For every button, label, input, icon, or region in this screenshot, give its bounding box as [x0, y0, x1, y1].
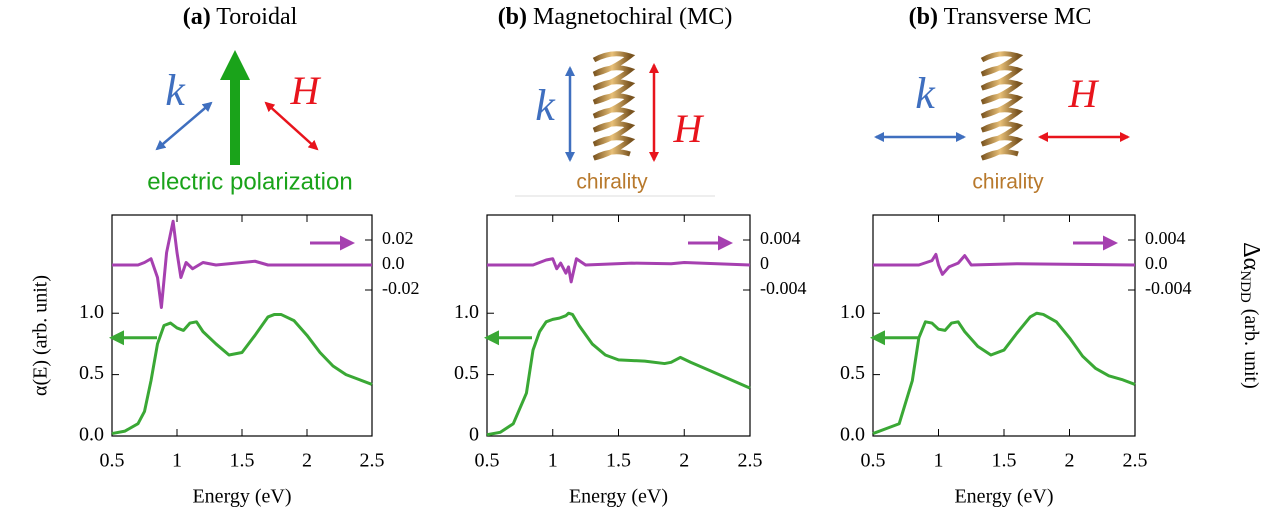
x-tick-label: 0.5: [861, 450, 886, 472]
caption: electric polarization: [147, 168, 352, 195]
y2-tick-label: 0.004: [1145, 228, 1186, 248]
x-tick-label: 1.5: [606, 450, 631, 472]
data-line: [487, 259, 750, 282]
x-tick-label: 2.5: [360, 450, 385, 472]
x-axis-label: Energy (eV): [954, 486, 1053, 508]
y2-tick-label: 0.02: [382, 228, 414, 248]
y-tick-label: 0: [469, 424, 479, 446]
y2-tick-label: -0.004: [760, 278, 807, 298]
caption: chirality: [576, 171, 648, 194]
y2-tick-label: 0.004: [760, 228, 801, 248]
y-tick-label: 1.0: [840, 301, 865, 323]
y2-tick-label: -0.02: [382, 278, 420, 298]
x-tick-label: 1: [172, 450, 182, 472]
caption: chirality: [972, 171, 1044, 194]
y-tick-label: 1.0: [79, 301, 104, 323]
plot-frame: [112, 215, 372, 436]
k-label: k: [915, 69, 936, 118]
helix: [982, 54, 1018, 158]
y-tick-label: 0.0: [79, 424, 104, 446]
y2-label-main: Δα: [1238, 242, 1264, 270]
x-tick-label: 1: [548, 450, 558, 472]
panel-title-text: Transverse MC: [944, 4, 1092, 30]
helix: [594, 54, 630, 158]
x-tick-label: 2: [679, 450, 689, 472]
panel-title: (b) Magnetochiral (MC): [498, 4, 733, 30]
panel-title: (a) Toroidal: [183, 4, 298, 30]
x-tick-label: 1.5: [992, 450, 1017, 472]
data-line: [112, 221, 372, 307]
data-line: [873, 313, 1135, 433]
y-axis-label: α(E) (arb. unit): [30, 275, 52, 396]
y2-tick-label: -0.004: [1145, 278, 1192, 298]
panel-title-text: Magnetochiral (MC): [533, 4, 732, 30]
x-tick-label: 2.5: [1123, 450, 1148, 472]
x-tick-label: 2: [302, 450, 312, 472]
x-axis-label: Energy (eV): [192, 486, 291, 508]
h-label: H: [673, 106, 705, 151]
x-tick-label: 0.5: [100, 450, 125, 472]
y-tick-label: 0.5: [454, 362, 479, 384]
k-label: k: [165, 66, 186, 115]
y2-tick-label: 0.0: [1145, 253, 1168, 273]
y-tick-label: 1.0: [454, 301, 479, 323]
y-tick-label: 0.5: [79, 362, 104, 384]
h-label: H: [290, 68, 322, 113]
y2-label-sub: NDD: [1237, 270, 1253, 303]
y-tick-label: 0.5: [840, 362, 865, 384]
h-label: H: [1068, 71, 1100, 116]
y-tick-label: 0.0: [840, 424, 865, 446]
data-line: [112, 314, 372, 433]
x-tick-label: 1.5: [230, 450, 255, 472]
panel-title: (b) Transverse MC: [909, 4, 1092, 30]
x-tick-label: 2: [1065, 450, 1075, 472]
y2-label-unit: (arb. unit): [1240, 309, 1262, 389]
panel-label: (b): [498, 4, 527, 30]
x-tick-label: 0.5: [475, 450, 500, 472]
x-axis-label: Energy (eV): [569, 486, 668, 508]
y2-tick-label: 0.0: [382, 253, 405, 273]
plot-frame: [873, 215, 1135, 436]
y2-axis-label: ΔαNDD (arb. unit): [1237, 242, 1265, 389]
panel-title-text: Toroidal: [216, 4, 297, 30]
x-tick-label: 1: [934, 450, 944, 472]
y2-tick-label: 0: [760, 253, 769, 273]
plot-frame: [487, 215, 750, 436]
k-label: k: [535, 81, 556, 130]
data-line: [487, 313, 750, 435]
figure: (a) Toroidal (b) Magnetochiral (MC) (b) …: [0, 0, 1276, 521]
panel-label: (b): [909, 4, 938, 30]
x-tick-label: 2.5: [738, 450, 763, 472]
data-line: [873, 254, 1135, 274]
panel-label: (a): [183, 4, 211, 30]
